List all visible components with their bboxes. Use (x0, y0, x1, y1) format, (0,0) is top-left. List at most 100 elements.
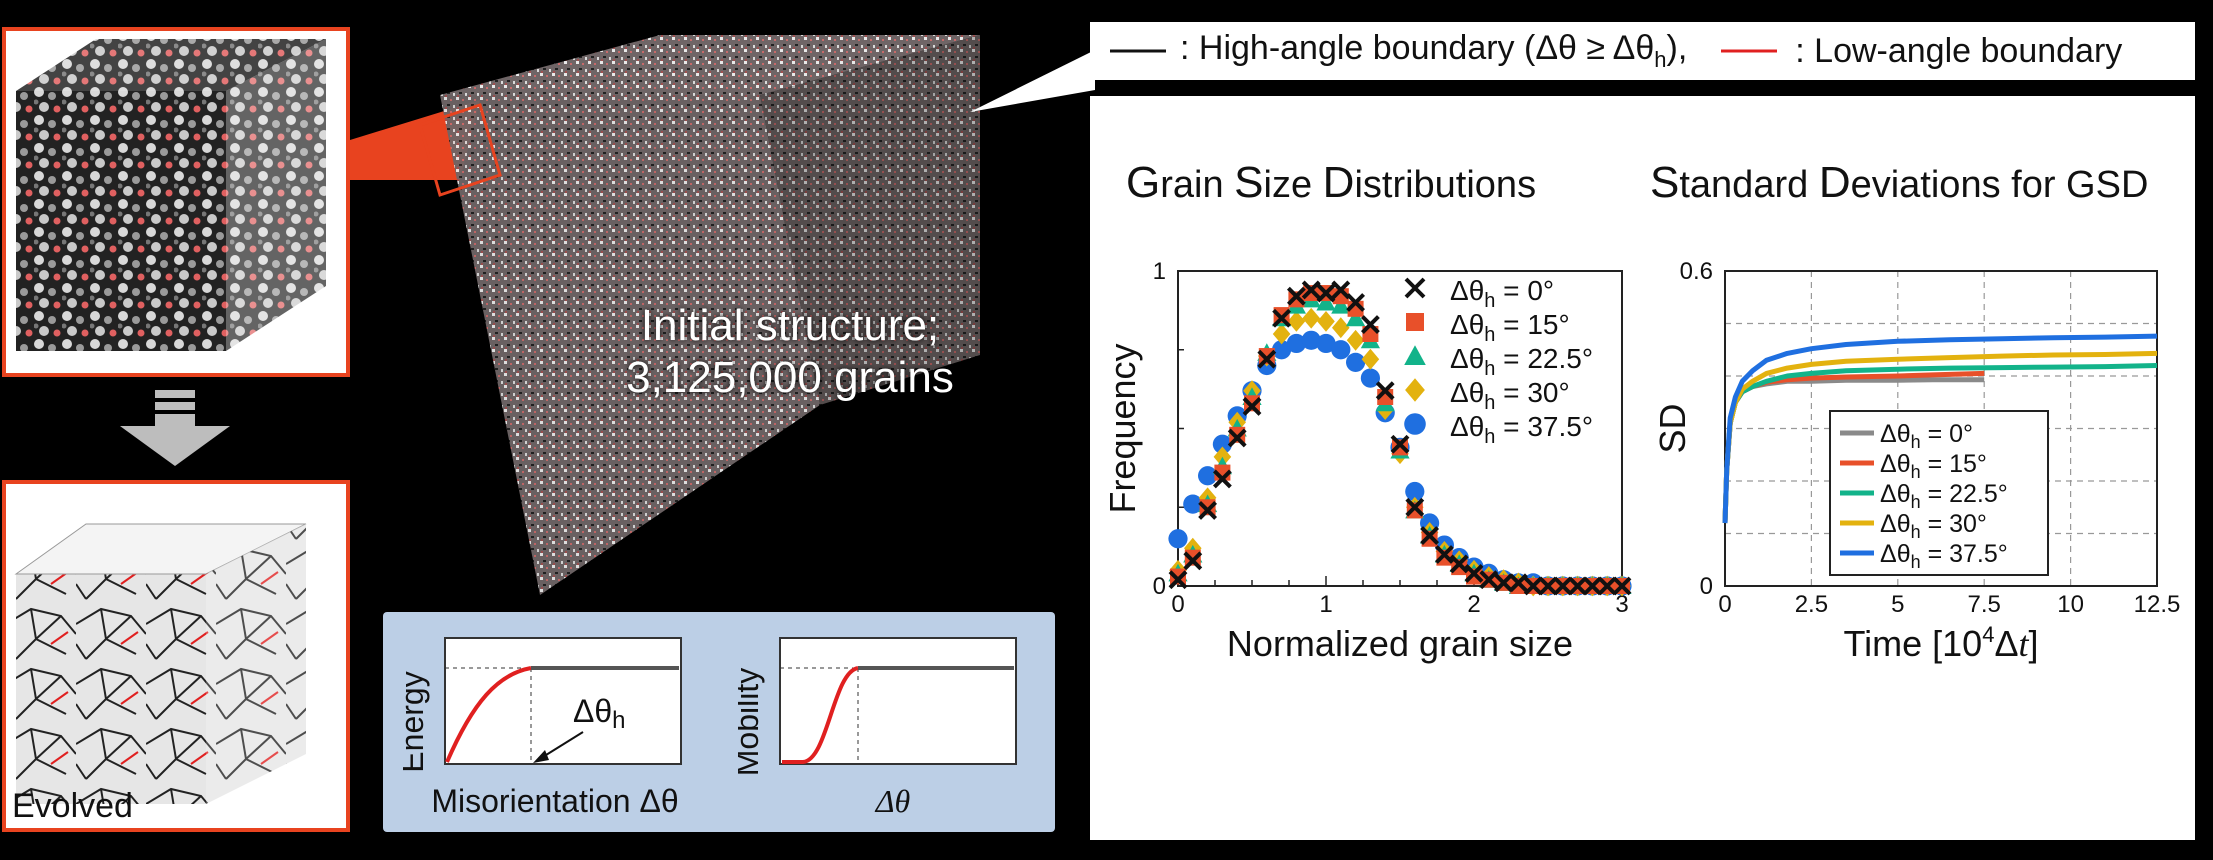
initial-caption-line2: 3,125,000 grains (626, 353, 954, 402)
gsd-point (1331, 296, 1351, 314)
gsd-legend-label: Δθh = 22.5° (1450, 343, 1593, 380)
initial-zoom-frame (2, 27, 350, 377)
gsd-chart: 0 1 2 3 0 1 Normalized grain size Frequency Δθh … (1102, 258, 1632, 664)
sd-legend-tail: = 30° (1921, 510, 1987, 538)
evolved-label: Evolved (12, 787, 133, 825)
gsd-title-p4: D (1322, 158, 1355, 207)
gsd-point (1612, 576, 1632, 596)
energy-arrowhead (533, 750, 549, 763)
gsd-legend-tail: = 0° (1495, 275, 1554, 306)
gsd-legend-label: Δθh = 37.5° (1450, 411, 1593, 448)
gsd-point (1331, 340, 1351, 360)
gsd-point (1597, 576, 1617, 596)
high-angle-close: ), (1666, 29, 1688, 68)
gsd-point (1568, 576, 1588, 596)
gsd-point (1229, 426, 1246, 443)
gsd-xtick-label: 2 (1467, 591, 1480, 618)
energy-curve (445, 666, 532, 763)
gsd-point (1303, 285, 1320, 302)
sd-legend-tail: = 22.5° (1921, 480, 2008, 508)
sd-legend-label: Δθh = 37.5° (1880, 540, 2008, 572)
gsd-point (1183, 551, 1203, 571)
gsd-ytick-label: 1 (1153, 258, 1166, 285)
high-angle-text: : High-angle boundary (Δθ ≥ Δθ (1180, 29, 1655, 68)
sd-xtick-label: 2.5 (1795, 591, 1828, 618)
gsd-point (1508, 573, 1528, 593)
sd-xtick-label: 10 (2057, 591, 2084, 618)
gsd-legend-main: Δθ (1450, 275, 1484, 306)
sd-legend-sub: h (1911, 552, 1921, 572)
high-angle-label: : High-angle boundary (Δθ ≥ Δθh), (1180, 29, 1687, 73)
energy-ylabel: Energy (403, 671, 430, 772)
gsd-point (1553, 576, 1573, 596)
gsd-title-p5: istributions (1354, 164, 1537, 206)
gsd-legend-marker (1405, 378, 1425, 402)
gsd-point (1421, 530, 1438, 547)
sd-xlabel-part: 4 (1982, 622, 1994, 647)
gsd-point (1582, 576, 1602, 596)
gsd-point (1272, 323, 1291, 345)
initial-caption-line1: Initial structure; (640, 301, 940, 350)
gsd-legend-main: Δθ (1450, 309, 1484, 340)
gsd-point (1168, 529, 1188, 549)
gsd-point (1420, 526, 1440, 546)
gsd-title-p0: G (1126, 158, 1161, 207)
gsd-point (1523, 576, 1543, 596)
gsd-point (1464, 563, 1484, 583)
gsd-point (1346, 308, 1366, 327)
gsd-legend-main: Δθ (1450, 343, 1484, 374)
sd-legend-sub: h (1911, 432, 1921, 452)
evolved-cube (14, 523, 307, 804)
sd-title-p1: tandard (1679, 164, 1819, 206)
gsd-point (1346, 293, 1366, 312)
sd-legend-sub: h (1911, 462, 1921, 482)
gsd-point (1184, 549, 1201, 566)
gsd-point (1494, 573, 1514, 593)
sd-title-p0: S (1650, 158, 1680, 207)
low-angle-label: : Low-angle boundary (1795, 31, 2123, 70)
sd-xlabel-part: ] (2029, 623, 2039, 664)
mobility-xlabel: Δθ (874, 783, 911, 819)
high-angle-line-icon (1110, 49, 1166, 53)
gsd-legend-main: Δθ (1450, 411, 1484, 442)
gsd-title-p3: ize (1263, 164, 1323, 206)
gsd-point (1302, 307, 1320, 329)
mobility-curve (782, 666, 859, 764)
gsd-point (1390, 434, 1410, 454)
sd-xtick-label: 7.5 (1968, 591, 2001, 618)
sd-ylabel: SD (1652, 403, 1693, 453)
sd-plot-area (1724, 270, 2158, 587)
gsd-legend-label: Δθh = 15° (1450, 309, 1570, 346)
gsd-legend-tail: = 15° (1495, 309, 1569, 340)
sd-title-p3: eviations (1850, 164, 2012, 206)
gsd-point (1346, 329, 1365, 351)
gsd-legend-label: Δθh = 30° (1450, 377, 1570, 414)
gsd-point (1510, 578, 1527, 594)
gsd-point (1257, 349, 1277, 369)
sd-title: Standard Deviations for GSD (1650, 158, 2148, 208)
sd-legend-sub: h (1911, 492, 1921, 512)
gsd-point (1272, 308, 1292, 328)
gsd-legend-sub: h (1484, 358, 1495, 380)
gsd-point (1361, 348, 1380, 370)
gsd-point (1198, 466, 1218, 486)
sd-legend-label: Δθh = 22.5° (1880, 480, 2008, 512)
gsd-point (1273, 307, 1290, 324)
gsd-point (1332, 317, 1350, 339)
sd-legend-label: Δθh = 15° (1880, 450, 1987, 482)
sd-legend-tail: = 37.5° (1921, 540, 2008, 568)
charts-panel: Grain Size Distributions Standard Deviat… (1090, 96, 2195, 840)
sd-title-p4: for GSD (2011, 164, 2149, 206)
model-inset: Energy Δθh Misorientation Δθ Mobility Δθ (383, 612, 1055, 832)
energy-xlabel: Misorientation Δθ (431, 783, 678, 819)
high-angle-sub: h (1654, 46, 1667, 72)
gsd-point (1375, 381, 1395, 401)
gsd-legend-marker (1404, 277, 1426, 299)
gsd-point (1244, 395, 1260, 412)
mobility-axes (779, 637, 1017, 765)
gsd-point (1242, 397, 1262, 416)
sd-title-p2: D (1818, 158, 1851, 207)
gsd-ylabel: Frequency (1102, 343, 1143, 513)
gsd-point (1317, 311, 1335, 332)
